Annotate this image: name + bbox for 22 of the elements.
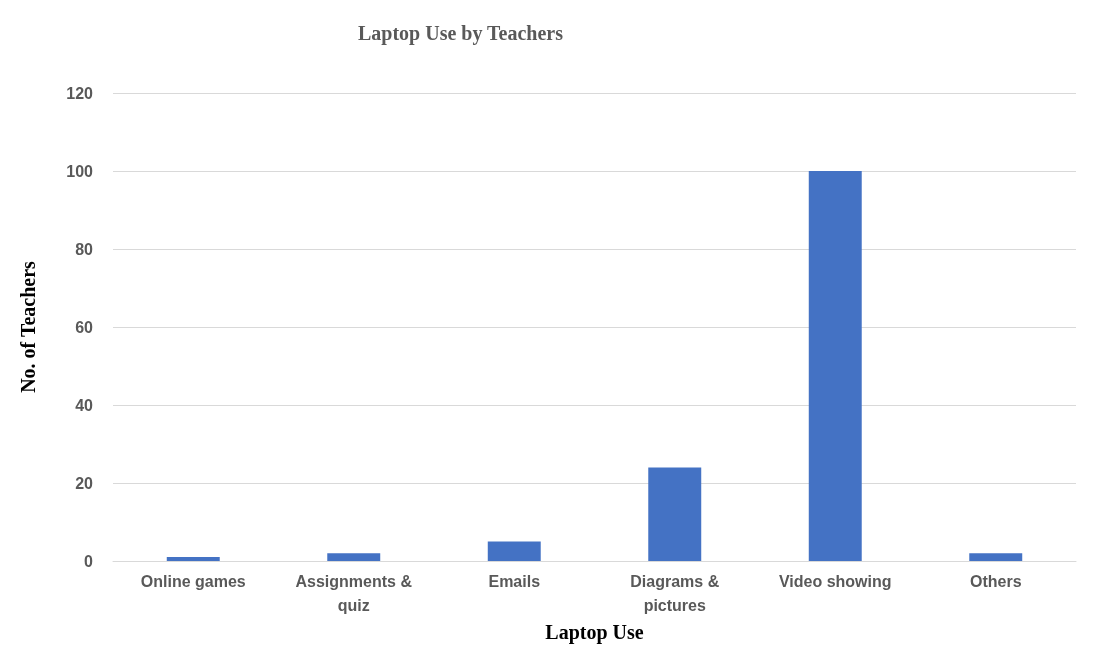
y-tick-label: 0 [84, 552, 94, 570]
bar [487, 541, 541, 561]
bar [648, 467, 702, 561]
x-tick-label: Diagrams & pictures [630, 572, 720, 614]
x-tick-label: Emails [488, 572, 541, 590]
x-tick-label: Video showing [778, 572, 892, 590]
y-axis-title: No. of Teachers [17, 260, 39, 393]
x-tick-label: Others [969, 572, 1022, 590]
bar [327, 553, 381, 561]
chart-title: Laptop Use by Teachers [358, 22, 564, 45]
x-tick-label: Online games [140, 572, 246, 590]
bar [969, 553, 1023, 561]
y-tick-label: 40 [75, 396, 94, 414]
bar [808, 171, 862, 561]
y-tick-label: 120 [66, 84, 94, 102]
y-tick-label: 20 [75, 474, 94, 492]
x-axis-title: Laptop Use [545, 620, 644, 644]
bar [166, 557, 220, 561]
y-tick-label: 100 [66, 162, 94, 180]
x-tick-label: Assignments & quiz [295, 572, 413, 614]
y-tick-label: 80 [75, 240, 94, 258]
y-tick-label: 60 [75, 318, 94, 336]
